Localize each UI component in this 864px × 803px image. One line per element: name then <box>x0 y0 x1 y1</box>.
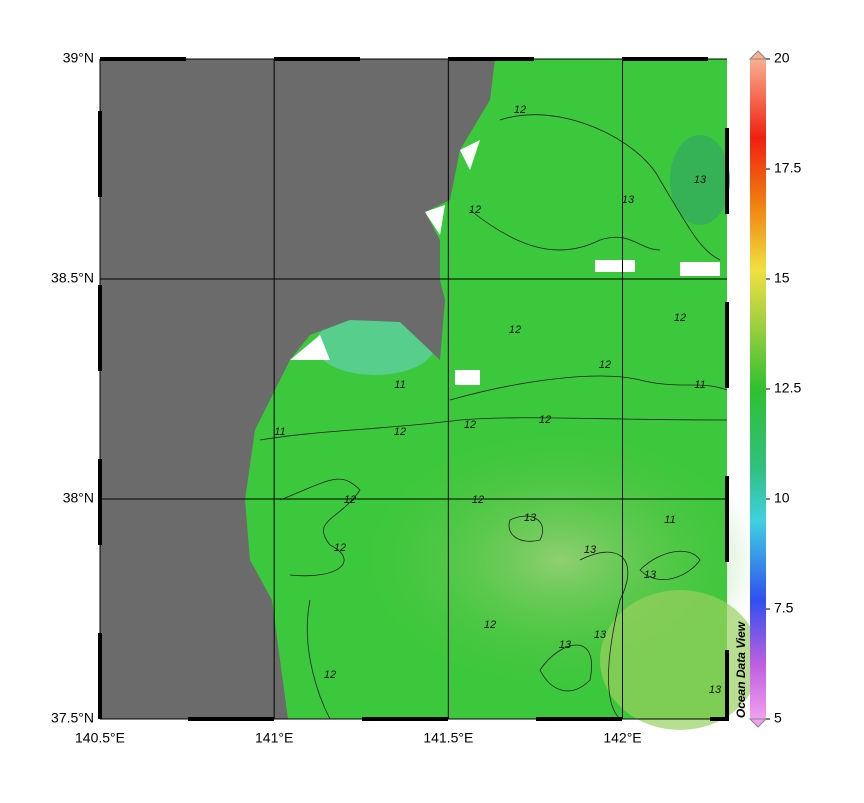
y-tick-label: 38.5°N <box>51 270 94 286</box>
contour-label: 12 <box>599 359 611 371</box>
contours <box>259 114 728 720</box>
colorbar-tick-label: 17.5 <box>774 160 801 176</box>
contour-label: 13 <box>622 194 635 206</box>
contour-label: 11 <box>394 379 405 391</box>
contour-label: 12 <box>469 204 481 216</box>
contour-label: 13 <box>524 512 537 524</box>
colorbar-cap <box>748 718 768 728</box>
contour-label: 13 <box>594 629 607 641</box>
y-tick-label: 38°N <box>63 490 94 506</box>
y-tick-label: 37.5°N <box>51 710 94 726</box>
contour-label: 12 <box>674 312 686 324</box>
contour-label: 12 <box>394 426 406 438</box>
contour-label: 12 <box>472 494 484 506</box>
contour-label: 11 <box>664 514 675 526</box>
contour-label: 13 <box>694 174 707 186</box>
contour-label: 12 <box>344 494 356 506</box>
colorbar-tick-label: 7.5 <box>774 600 794 616</box>
x-tick-label: 141.5°E <box>423 730 473 746</box>
contour-label: 12 <box>539 414 551 426</box>
contour-label: 12 <box>334 542 346 554</box>
x-tick-label: 142°E <box>603 730 641 746</box>
watermark: Ocean Data View <box>734 621 748 718</box>
contour-label: 12 <box>324 669 336 681</box>
colorbar-tick-label: 12.5 <box>774 380 801 396</box>
colorbar-tick-label: 15 <box>774 270 790 286</box>
colorbar <box>750 59 766 719</box>
missing-data <box>290 140 720 385</box>
contour-label: 13 <box>559 639 572 651</box>
colorbar-tick-label: 10 <box>774 490 790 506</box>
contour-label: 11 <box>274 426 285 438</box>
land <box>100 59 495 719</box>
contour-label: 13 <box>584 544 597 556</box>
colorbar-tick-label: 20 <box>774 50 790 66</box>
y-tick-label: 39°N <box>63 50 94 66</box>
contour-label: 13 <box>709 684 722 696</box>
map-frame <box>98 57 729 721</box>
colorbar-tick-label: 5 <box>774 710 782 726</box>
x-tick-label: 141°E <box>255 730 293 746</box>
contour-label: 13 <box>644 569 657 581</box>
colorbar-cap <box>748 50 768 60</box>
contour-label: 11 <box>694 379 705 391</box>
x-tick-label: 140.5°E <box>75 730 125 746</box>
contour-label: 12 <box>464 419 476 431</box>
contour-label: 12 <box>484 619 496 631</box>
contour-label: 12 <box>514 104 526 116</box>
contour-label: 12 <box>509 324 521 336</box>
